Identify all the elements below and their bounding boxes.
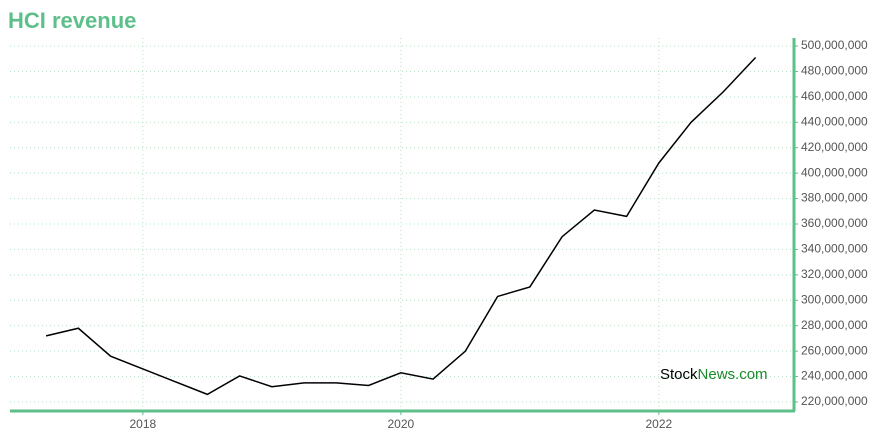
y-tick-label: 300,000,000 — [801, 292, 868, 306]
y-tick-label: 500,000,000 — [801, 38, 868, 52]
x-tick-label: 2018 — [130, 417, 157, 431]
x-tick-label: 2022 — [645, 417, 672, 431]
x-tick-label: 2020 — [388, 417, 415, 431]
y-tick-label: 280,000,000 — [801, 318, 868, 332]
y-tick-label: 440,000,000 — [801, 114, 868, 128]
y-tick-label: 400,000,000 — [801, 165, 868, 179]
line — [45, 56, 757, 396]
chart-title: HCI revenue — [8, 8, 136, 33]
y-tick-label: 460,000,000 — [801, 89, 868, 103]
watermark-part: News.com — [698, 366, 768, 383]
y-tick-label: 320,000,000 — [801, 267, 868, 281]
y-tick-label: 480,000,000 — [801, 64, 868, 78]
y-tick-label: 220,000,000 — [801, 394, 868, 408]
y-tick-label: 420,000,000 — [801, 140, 868, 154]
watermark-part: Stock — [660, 366, 698, 383]
y-tick-label: 380,000,000 — [801, 191, 868, 205]
y-tick-label: 360,000,000 — [801, 216, 868, 230]
y-tick-label: 340,000,000 — [801, 242, 868, 256]
watermark: StockNews.com — [660, 366, 768, 383]
y-tick-label: 240,000,000 — [801, 369, 868, 383]
y-tick-label: 260,000,000 — [801, 343, 868, 357]
